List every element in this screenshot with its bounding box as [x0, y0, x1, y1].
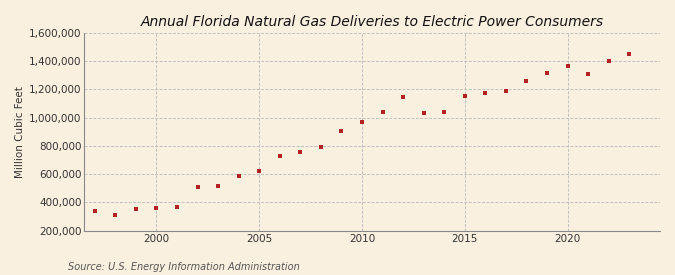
Title: Annual Florida Natural Gas Deliveries to Electric Power Consumers: Annual Florida Natural Gas Deliveries to…: [140, 15, 603, 29]
Y-axis label: Million Cubic Feet: Million Cubic Feet: [15, 86, 25, 178]
Point: [624, 52, 634, 56]
Point: [192, 185, 203, 189]
Point: [151, 206, 162, 210]
Point: [541, 70, 552, 75]
Point: [171, 205, 182, 209]
Point: [254, 169, 265, 174]
Point: [377, 110, 388, 114]
Point: [356, 120, 367, 124]
Point: [110, 213, 121, 217]
Point: [274, 154, 285, 158]
Point: [233, 174, 244, 178]
Text: Source: U.S. Energy Information Administration: Source: U.S. Energy Information Administ…: [68, 262, 299, 272]
Point: [213, 183, 223, 188]
Point: [315, 145, 326, 150]
Point: [459, 94, 470, 98]
Point: [603, 59, 614, 64]
Point: [562, 64, 573, 68]
Point: [295, 150, 306, 155]
Point: [336, 129, 347, 133]
Point: [500, 89, 511, 93]
Point: [439, 110, 450, 114]
Point: [480, 91, 491, 95]
Point: [521, 79, 532, 83]
Point: [130, 207, 141, 211]
Point: [418, 111, 429, 116]
Point: [583, 72, 593, 76]
Point: [89, 209, 100, 213]
Point: [398, 95, 408, 100]
